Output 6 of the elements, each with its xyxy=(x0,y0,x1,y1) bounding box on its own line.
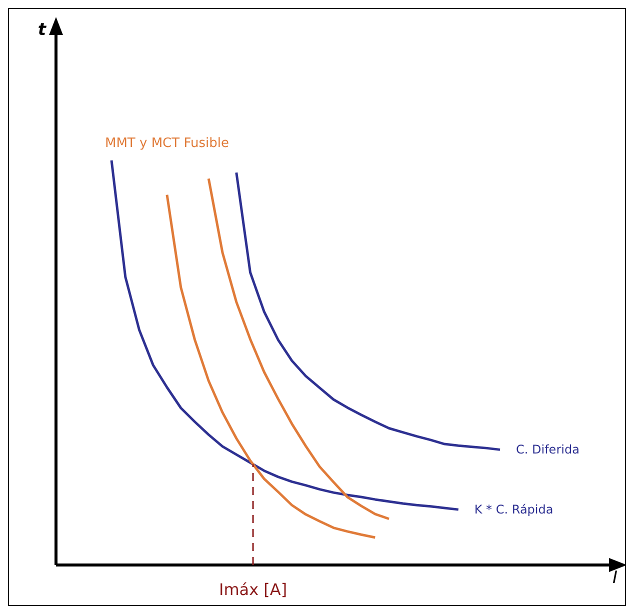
text: I xyxy=(612,568,618,588)
text: Imáx [A] xyxy=(218,580,288,599)
series-label: C. Diferida xyxy=(516,442,580,457)
series-label: K * C. Rápida xyxy=(474,502,554,517)
text: t xyxy=(38,20,47,40)
text: MMT y MCT Fusible xyxy=(105,136,229,151)
